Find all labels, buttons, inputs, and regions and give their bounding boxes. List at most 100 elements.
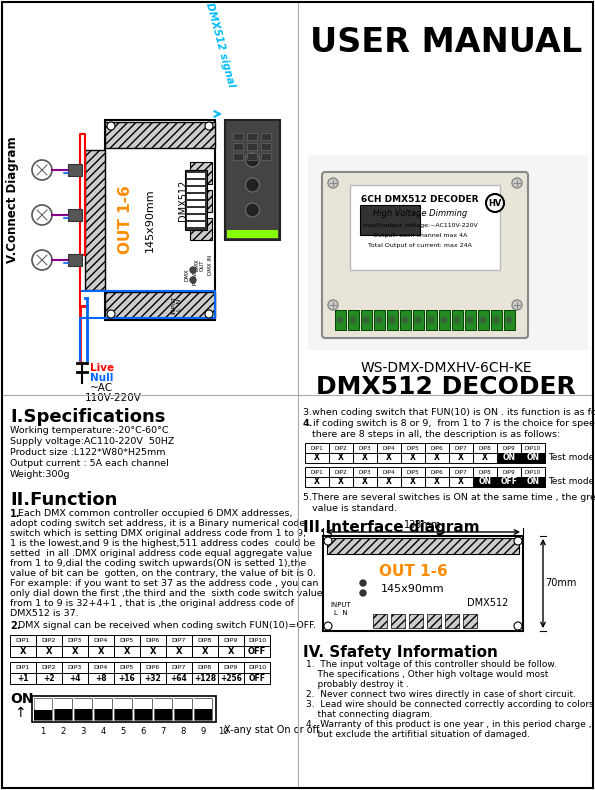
Text: +32: +32 (145, 674, 161, 683)
Text: OUT 1-6: OUT 1-6 (378, 564, 447, 579)
Bar (88, 662, 114, 673)
Bar (190, 162, 212, 184)
Text: IV. Sfafety Information: IV. Sfafety Information (303, 645, 498, 660)
Circle shape (246, 203, 259, 217)
Text: HV: HV (488, 198, 502, 208)
Bar (36, 646, 62, 657)
Bar (353, 467, 377, 477)
Text: 10: 10 (218, 727, 228, 736)
Text: DIP6: DIP6 (146, 638, 160, 643)
Bar (187, 222, 205, 227)
Text: DMX512: DMX512 (467, 598, 509, 608)
Text: X: X (434, 453, 440, 462)
Bar (140, 673, 166, 684)
Bar (10, 673, 36, 684)
Text: X: X (150, 647, 156, 656)
Text: from 1 to 9,dial the coding switch upwards(ON is setted 1),the: from 1 to 9,dial the coding switch upwar… (10, 559, 306, 568)
Text: DIP10: DIP10 (525, 469, 541, 475)
Bar (244, 662, 270, 673)
Text: Test mode 1: Test mode 1 (548, 453, 595, 462)
Text: DIP8: DIP8 (479, 469, 491, 475)
Text: 70mm: 70mm (545, 578, 577, 589)
Bar (353, 443, 377, 453)
Text: 2.  Never connect two wires directly in case of short circuit.: 2. Never connect two wires directly in c… (306, 690, 576, 699)
Text: DMX512: DMX512 (178, 179, 188, 220)
Bar (350, 185, 500, 270)
Bar (62, 635, 88, 646)
Bar (166, 662, 192, 673)
Circle shape (514, 622, 522, 630)
Bar (192, 673, 218, 684)
Text: INPUT
L  N: INPUT L N (331, 602, 352, 615)
Text: I.Specifications: I.Specifications (10, 408, 165, 426)
Text: WS-DMX-DMXHV-6CH-KE: WS-DMX-DMXHV-6CH-KE (360, 361, 532, 375)
Text: 3.  Lead wire should be connected correctly according to colors: 3. Lead wire should be connected correct… (306, 700, 594, 709)
Text: X: X (434, 477, 440, 487)
Bar (114, 698, 132, 720)
Text: DIP4: DIP4 (94, 638, 108, 643)
Bar (85, 150, 105, 290)
Bar (463, 614, 477, 628)
Text: 4: 4 (101, 727, 106, 736)
Bar (373, 614, 387, 628)
Text: ~AC: ~AC (90, 383, 113, 393)
Text: OUT 1-6: OUT 1-6 (117, 186, 133, 254)
Text: DIP10: DIP10 (525, 446, 541, 450)
Text: DIP2: DIP2 (334, 446, 347, 450)
Text: 1 is the lowest,and 9 is the highest,511 address codes  could be: 1 is the lowest,and 9 is the highest,511… (10, 539, 315, 548)
Bar (192, 635, 218, 646)
Text: DMX
OUT: DMX OUT (195, 258, 205, 271)
Text: OFF: OFF (249, 674, 265, 683)
Text: DIP8: DIP8 (198, 638, 212, 643)
Bar (233, 153, 243, 160)
Text: probably destroy it .: probably destroy it . (306, 680, 409, 689)
Bar (187, 187, 205, 192)
Text: +64: +64 (171, 674, 187, 683)
Text: II.Function: II.Function (10, 491, 117, 509)
Bar (244, 646, 270, 657)
Bar (154, 699, 172, 709)
Bar (218, 635, 244, 646)
Text: DMX512 signal: DMX512 signal (204, 2, 236, 88)
Bar (36, 673, 62, 684)
Text: 5.There are several switches is ON at the same time , the great: 5.There are several switches is ON at th… (303, 493, 595, 502)
Bar (329, 467, 353, 477)
Text: DIP1: DIP1 (16, 638, 30, 643)
Bar (473, 477, 497, 487)
Text: DIP6: DIP6 (431, 446, 443, 450)
Text: DIP5: DIP5 (407, 469, 419, 475)
Bar (348, 310, 359, 330)
Circle shape (512, 178, 522, 188)
Bar (154, 698, 172, 720)
Bar (305, 443, 329, 453)
Text: X: X (458, 453, 464, 462)
Text: 145x90mm: 145x90mm (381, 584, 445, 593)
Bar (190, 190, 212, 212)
Bar (401, 467, 425, 477)
Circle shape (512, 300, 522, 310)
Text: For example: if you want to set 37 as the address code , you can: For example: if you want to set 37 as th… (10, 579, 318, 588)
Bar (425, 443, 449, 453)
Text: X: X (72, 647, 79, 656)
Text: X-any stat On or off: X-any stat On or off (224, 725, 320, 735)
Bar (68, 164, 82, 176)
Text: 3: 3 (80, 727, 86, 736)
Bar (88, 673, 114, 684)
Text: 7: 7 (160, 727, 165, 736)
Bar (361, 310, 372, 330)
Bar (114, 673, 140, 684)
Circle shape (337, 317, 343, 323)
Bar (401, 477, 425, 487)
Bar (425, 477, 449, 487)
Bar (305, 453, 329, 463)
Text: DIP3: DIP3 (68, 665, 82, 670)
Text: DMX512 is 37.: DMX512 is 37. (10, 609, 79, 618)
Circle shape (514, 537, 522, 545)
Text: value is standard.: value is standard. (303, 504, 397, 513)
Bar (452, 310, 463, 330)
Text: ON: ON (503, 453, 515, 462)
Text: DIP7: DIP7 (172, 638, 186, 643)
Text: DIP8: DIP8 (198, 665, 212, 670)
Text: Working temperature:-20°C-60°C: Working temperature:-20°C-60°C (10, 426, 168, 435)
Text: +2: +2 (43, 674, 55, 683)
